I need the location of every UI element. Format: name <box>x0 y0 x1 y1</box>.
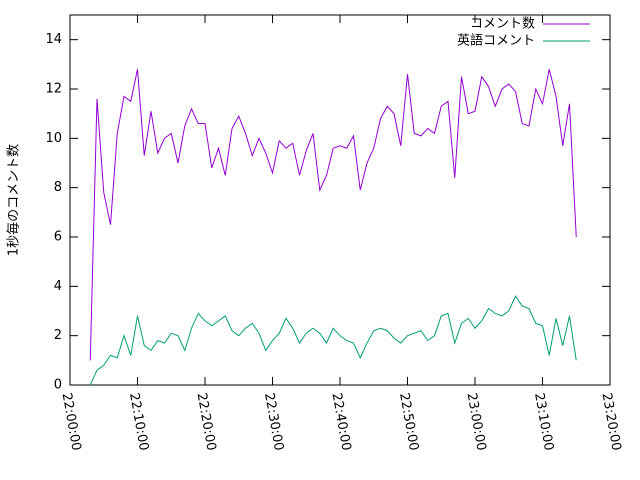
y-tick-label: 0 <box>54 378 62 393</box>
legend-label: 英語コメント <box>457 33 535 49</box>
x-tick-label: 23:10:00 <box>531 392 556 452</box>
x-tick-label: 23:20:00 <box>599 392 624 452</box>
legend-label: コメント数 <box>470 17 535 32</box>
y-tick-label: 2 <box>54 328 62 343</box>
series-line <box>89 69 577 361</box>
x-tick-label: 22:30:00 <box>261 392 286 452</box>
x-tick-label: 23:00:00 <box>464 392 489 452</box>
x-tick-label: 22:20:00 <box>194 392 219 452</box>
y-tick-label: 14 <box>45 32 62 47</box>
y-tick-label: 12 <box>45 82 62 97</box>
y-tick-label: 10 <box>45 131 62 146</box>
plot-border <box>69 14 611 386</box>
y-tick-label: 6 <box>54 230 62 245</box>
y-tick-label: 4 <box>54 279 62 294</box>
x-tick-label: 22:10:00 <box>126 392 151 452</box>
x-tick-label: 22:00:00 <box>59 392 84 452</box>
y-tick-label: 8 <box>54 180 62 195</box>
x-tick-label: 22:40:00 <box>329 392 354 452</box>
series-line <box>89 295 577 386</box>
y-axis-label: 1秒毎のコメント数 <box>6 144 22 256</box>
x-tick-label: 22:50:00 <box>396 392 421 452</box>
